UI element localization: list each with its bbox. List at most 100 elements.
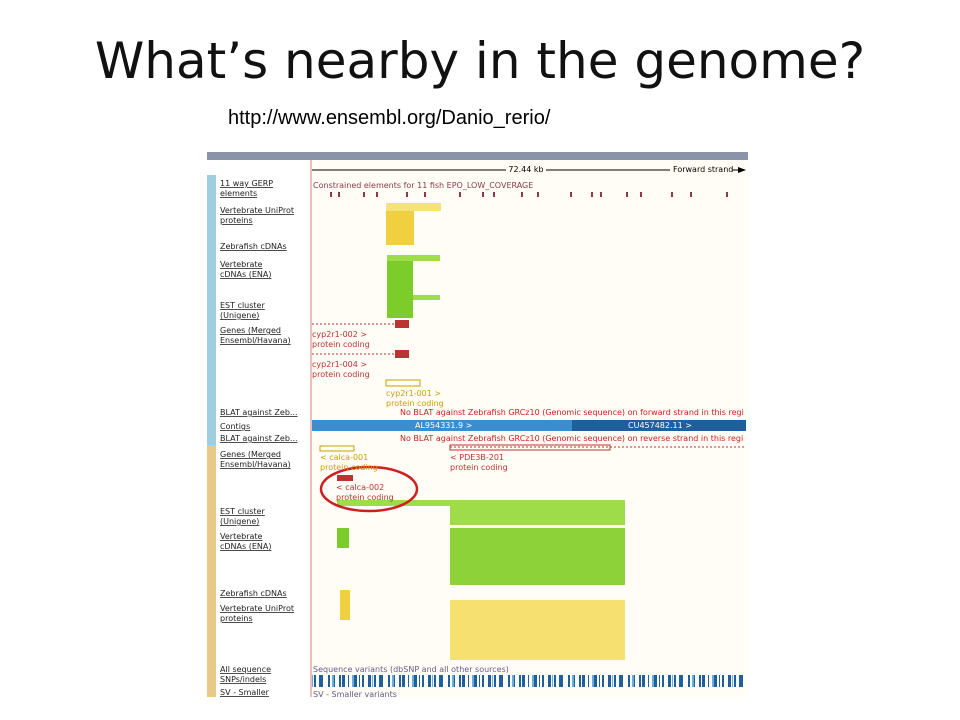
snp-mark bbox=[662, 675, 664, 687]
snp-mark bbox=[599, 675, 600, 687]
annotation: AL954331.9 > bbox=[415, 421, 472, 430]
snp-mark bbox=[739, 675, 742, 687]
snp-mark bbox=[414, 675, 417, 687]
snp-mark bbox=[692, 675, 695, 687]
track-label: BLAT against Zeb... bbox=[220, 408, 298, 417]
snp-mark bbox=[508, 675, 510, 687]
annotation: SV - Smaller variants bbox=[313, 690, 397, 699]
constrained-mark bbox=[570, 192, 572, 197]
snp-mark bbox=[359, 675, 360, 687]
gene-exon bbox=[337, 475, 353, 481]
constrained-mark bbox=[482, 192, 484, 197]
snp-mark bbox=[592, 675, 594, 687]
snp-mark bbox=[712, 675, 714, 687]
snp-mark bbox=[352, 675, 354, 687]
track-label: Ensembl/Havana) bbox=[220, 336, 291, 345]
snp-mark bbox=[332, 675, 335, 687]
contig bbox=[312, 420, 572, 431]
track-label: Zebrafish cDNAs bbox=[220, 589, 287, 598]
snp-mark bbox=[514, 675, 515, 687]
constrained-mark bbox=[424, 192, 426, 197]
cdna-block bbox=[387, 255, 440, 261]
snp-mark bbox=[559, 675, 562, 687]
cdna-block bbox=[337, 528, 349, 548]
snp-mark bbox=[348, 675, 349, 687]
snp-mark bbox=[732, 675, 733, 687]
snp-mark bbox=[619, 675, 622, 687]
track-label: cDNAs (ENA) bbox=[220, 270, 271, 279]
snp-mark bbox=[579, 675, 581, 687]
snp-mark bbox=[388, 675, 390, 687]
track-label: proteins bbox=[220, 216, 253, 225]
snp-mark bbox=[422, 675, 424, 687]
annotation: protein coding bbox=[312, 370, 370, 379]
est-block bbox=[337, 500, 453, 506]
snp-mark bbox=[539, 675, 540, 687]
constrained-mark bbox=[537, 192, 539, 197]
snp-mark bbox=[362, 675, 364, 687]
snp-mark bbox=[652, 675, 654, 687]
annotation: cyp2r1-004 > bbox=[312, 360, 367, 369]
annotation: protein coding bbox=[450, 463, 508, 472]
annotation: protein coding bbox=[320, 463, 378, 472]
snp-mark bbox=[719, 675, 720, 687]
snp-mark bbox=[668, 675, 671, 687]
snp-mark bbox=[574, 675, 575, 687]
strand-label: Forward strand bbox=[673, 165, 733, 174]
annotation: protein coding bbox=[336, 493, 394, 502]
annotation: cyp2r1-001 > bbox=[386, 389, 441, 398]
snp-mark bbox=[634, 675, 635, 687]
snp-mark bbox=[322, 675, 323, 687]
constrained-mark bbox=[591, 192, 593, 197]
highlight-circle bbox=[319, 465, 419, 513]
annotation: protein coding bbox=[386, 399, 444, 408]
track-label: Vertebrate bbox=[220, 260, 263, 269]
snp-mark bbox=[354, 675, 357, 687]
snp-mark bbox=[522, 675, 525, 687]
protein-block bbox=[340, 590, 350, 620]
constrained-mark bbox=[690, 192, 692, 197]
strip-forward bbox=[207, 175, 216, 445]
snp-mark bbox=[328, 675, 330, 687]
constrained-mark bbox=[671, 192, 673, 197]
snp-mark bbox=[554, 675, 556, 687]
snp-mark bbox=[582, 675, 585, 687]
snp-mark bbox=[548, 675, 551, 687]
track-label: SNPs/indels bbox=[220, 675, 266, 684]
snp-mark bbox=[379, 675, 382, 687]
snp-mark bbox=[659, 675, 660, 687]
snp-mark bbox=[408, 675, 409, 687]
snp-mark bbox=[682, 675, 683, 687]
snp-mark bbox=[488, 675, 491, 687]
snp-mark bbox=[714, 675, 717, 687]
cdna-block bbox=[450, 528, 625, 585]
snp-mark bbox=[622, 675, 623, 687]
snp-mark bbox=[468, 675, 469, 687]
snp-mark bbox=[492, 675, 493, 687]
track-label: elements bbox=[220, 189, 257, 198]
annotation: protein coding bbox=[312, 340, 370, 349]
constrained-mark bbox=[726, 192, 728, 197]
snp-mark bbox=[612, 675, 613, 687]
strip-reverse bbox=[207, 445, 216, 697]
snp-mark bbox=[542, 675, 544, 687]
snp-mark bbox=[602, 675, 604, 687]
track-label: 11 way GERP bbox=[220, 179, 273, 188]
track-label: All sequence bbox=[220, 665, 271, 674]
track-label: (Unigene) bbox=[220, 311, 259, 320]
snp-mark bbox=[572, 675, 575, 687]
snp-mark bbox=[428, 675, 431, 687]
snp-mark bbox=[442, 675, 443, 687]
toolbar bbox=[207, 152, 748, 160]
track-label: Ensembl/Havana) bbox=[220, 460, 291, 469]
constrained-mark bbox=[363, 192, 365, 197]
browser-panel: 72.44 kb Forward strand bbox=[207, 152, 748, 697]
snp-mark bbox=[499, 675, 502, 687]
snp-mark bbox=[368, 675, 371, 687]
snp-mark bbox=[474, 675, 477, 687]
annotation: Sequence variants (dbSNP and all other s… bbox=[313, 665, 509, 674]
snp-mark bbox=[482, 675, 484, 687]
protein-block bbox=[450, 600, 625, 660]
track-label: Vertebrate UniProt bbox=[220, 206, 294, 215]
snp-mark bbox=[628, 675, 630, 687]
